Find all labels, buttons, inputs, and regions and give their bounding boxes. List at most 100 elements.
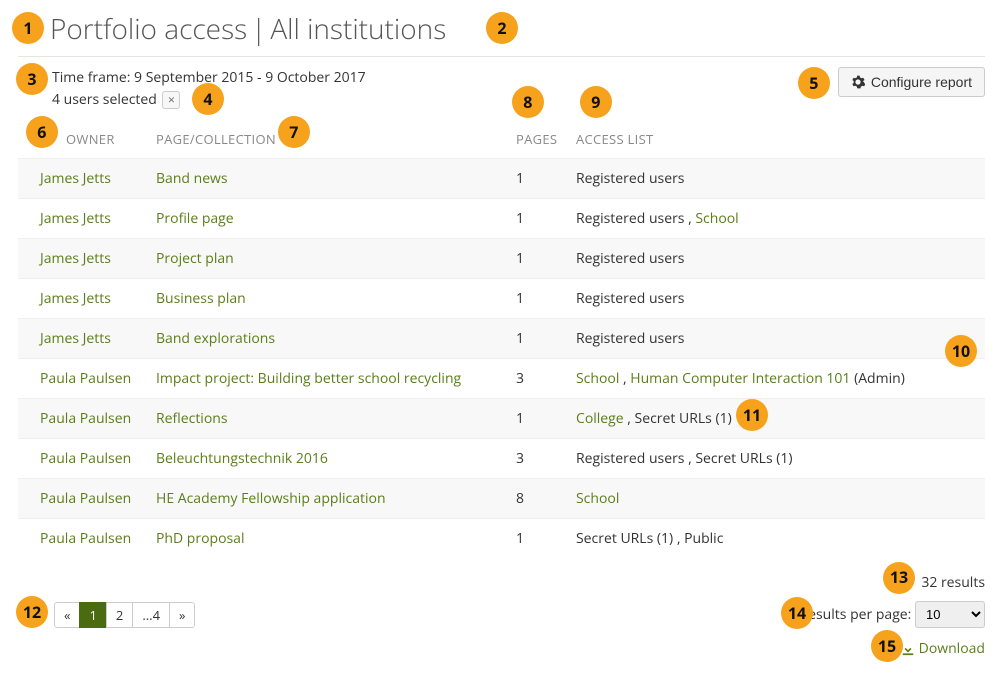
access-table: 6 OWNER PAGE/COLLECTION 7 8 PAGES 9 ACCE… bbox=[18, 120, 985, 558]
pagination: «12...4» bbox=[54, 602, 195, 628]
owner-link[interactable]: Paula Paulsen bbox=[40, 489, 131, 508]
pages-cell: 1 bbox=[508, 318, 568, 358]
page-link[interactable]: HE Academy Fellowship application bbox=[156, 489, 386, 508]
annotation-12: 12 bbox=[16, 596, 48, 628]
page-link[interactable]: Project plan bbox=[156, 249, 234, 268]
page-link[interactable]: Business plan bbox=[156, 289, 246, 308]
access-text: Registered users bbox=[576, 249, 684, 268]
selected-users-text: 4 users selected bbox=[52, 90, 157, 109]
gear-icon bbox=[851, 75, 865, 89]
page-link[interactable]: PhD proposal bbox=[156, 529, 244, 548]
access-link[interactable]: Human Computer Interaction 101 bbox=[630, 369, 850, 388]
results-per-page-label: Results per page: bbox=[799, 605, 911, 624]
access-text: (Admin) bbox=[850, 369, 904, 388]
owner-link[interactable]: James Jetts bbox=[40, 169, 111, 188]
annotation-7: 7 bbox=[278, 116, 310, 148]
page-link[interactable]: Profile page bbox=[156, 209, 234, 228]
annotation-2: 2 bbox=[486, 12, 518, 44]
access-link[interactable]: School bbox=[695, 209, 738, 228]
page-title-sep: | bbox=[251, 10, 266, 48]
access-cell: Registered users bbox=[568, 238, 985, 278]
page-title-left: Portfolio access bbox=[50, 10, 247, 48]
annotation-11: 11 bbox=[736, 399, 768, 431]
pages-cell: 1 bbox=[508, 198, 568, 238]
results-count: 32 results bbox=[921, 573, 985, 592]
annotation-3: 3 bbox=[16, 63, 48, 95]
pages-cell: 1 bbox=[508, 158, 568, 198]
clear-selected-users-button[interactable]: × bbox=[162, 91, 180, 109]
owner-link[interactable]: Paula Paulsen bbox=[40, 529, 131, 548]
pages-cell: 1 bbox=[508, 238, 568, 278]
pages-cell: 1 bbox=[508, 278, 568, 318]
access-cell: Registered users bbox=[568, 318, 985, 358]
page-link[interactable]: Reflections bbox=[156, 409, 228, 428]
pages-cell: 3 bbox=[508, 438, 568, 478]
owner-link[interactable]: James Jetts bbox=[40, 329, 111, 348]
configure-report-button[interactable]: Configure report bbox=[838, 67, 985, 97]
header-access: ACCESS LIST bbox=[576, 130, 653, 148]
annotation-5: 5 bbox=[798, 67, 830, 99]
access-cell: School bbox=[568, 478, 985, 518]
owner-link[interactable]: Paula Paulsen bbox=[40, 449, 131, 468]
access-link[interactable]: College bbox=[576, 409, 624, 428]
page-link[interactable]: Band explorations bbox=[156, 329, 275, 348]
access-cell: Secret URLs (1) , Public bbox=[568, 518, 985, 558]
pages-cell: 1 bbox=[508, 518, 568, 558]
page-title-row: 1 Portfolio access | All institutions 2 bbox=[18, 10, 985, 48]
access-text: , bbox=[619, 369, 630, 388]
table-row: Paula Paulsen HE Academy Fellowship appli… bbox=[18, 478, 985, 518]
table-row: James JettsProfile page1Registered users… bbox=[18, 198, 985, 238]
page-link[interactable]: Impact project: Building better school r… bbox=[156, 369, 461, 388]
page-link[interactable]: Beleuchtungstechnik 2016 bbox=[156, 449, 328, 468]
access-link[interactable]: School bbox=[576, 489, 619, 508]
timeframe-text: Time frame: 9 September 2015 - 9 October… bbox=[52, 67, 366, 89]
access-text: , Secret URLs (1) bbox=[624, 409, 732, 428]
access-link[interactable]: School bbox=[576, 369, 619, 388]
access-text: Registered users bbox=[576, 169, 684, 188]
table-row: Paula PaulsenReflections1College , Secre… bbox=[18, 398, 985, 438]
access-cell: College , Secret URLs (1)11 bbox=[568, 398, 985, 438]
annotation-6: 6 bbox=[26, 116, 58, 148]
owner-link[interactable]: Paula Paulsen bbox=[40, 369, 131, 388]
annotation-13: 13 bbox=[883, 562, 915, 594]
download-icon bbox=[901, 642, 915, 656]
annotation-1: 1 bbox=[12, 12, 44, 44]
table-row: James Jetts Band explorations 1Registered … bbox=[18, 318, 985, 358]
access-cell: Registered users , School bbox=[568, 198, 985, 238]
access-text: Secret URLs (1) , Public bbox=[576, 529, 723, 548]
access-cell: Registered users , Secret URLs (1) bbox=[568, 438, 985, 478]
table-row: Paula Paulsen Beleuchtungstechnik 2016 3 Re… bbox=[18, 438, 985, 478]
header-page: PAGE/COLLECTION bbox=[156, 130, 276, 148]
pagination-item[interactable]: « bbox=[54, 602, 80, 628]
download-link[interactable]: Download bbox=[901, 639, 985, 658]
pagination-item[interactable]: » bbox=[169, 602, 195, 628]
access-cell: School , Human Computer Interaction 101 … bbox=[568, 358, 985, 398]
header-owner: OWNER bbox=[66, 130, 115, 148]
page-link[interactable]: Band news bbox=[156, 169, 228, 188]
owner-link[interactable]: James Jetts bbox=[40, 209, 111, 228]
meta-row: 3 Time frame: 9 September 2015 - 9 Octob… bbox=[18, 67, 985, 112]
pagination-item[interactable]: 1 bbox=[79, 602, 106, 628]
access-table-body: James JettsBand news1Registered usersJam… bbox=[18, 158, 985, 558]
access-cell: Registered users bbox=[568, 158, 985, 198]
table-row: James Jetts Project plan 1 Registered users bbox=[18, 238, 985, 278]
page-title-right: All institutions bbox=[270, 10, 446, 48]
configure-report-label: Configure report bbox=[871, 74, 972, 90]
results-per-page-select[interactable]: 10 bbox=[915, 601, 985, 628]
access-cell: Registered users bbox=[568, 278, 985, 318]
table-row: James Jetts Business plan 1 Registered user… bbox=[18, 278, 985, 318]
owner-link[interactable]: Paula Paulsen bbox=[40, 409, 131, 428]
owner-link[interactable]: James Jetts bbox=[40, 249, 111, 268]
pages-cell: 8 bbox=[508, 478, 568, 518]
title-separator bbox=[18, 56, 985, 57]
pagination-item[interactable]: ...4 bbox=[132, 602, 170, 628]
access-text: Registered users , Secret URLs (1) bbox=[576, 449, 793, 468]
access-text: Registered users bbox=[576, 289, 684, 308]
download-label: Download bbox=[919, 639, 985, 658]
pagination-item[interactable]: 2 bbox=[106, 602, 133, 628]
owner-link[interactable]: James Jetts bbox=[40, 289, 111, 308]
table-row: Paula Paulsen Impact project: Building be… bbox=[18, 358, 985, 398]
access-text: Registered users , bbox=[576, 209, 695, 228]
table-row: James Jetts Band news 1 Registered users bbox=[18, 158, 985, 198]
header-pages: PAGES bbox=[516, 130, 557, 148]
